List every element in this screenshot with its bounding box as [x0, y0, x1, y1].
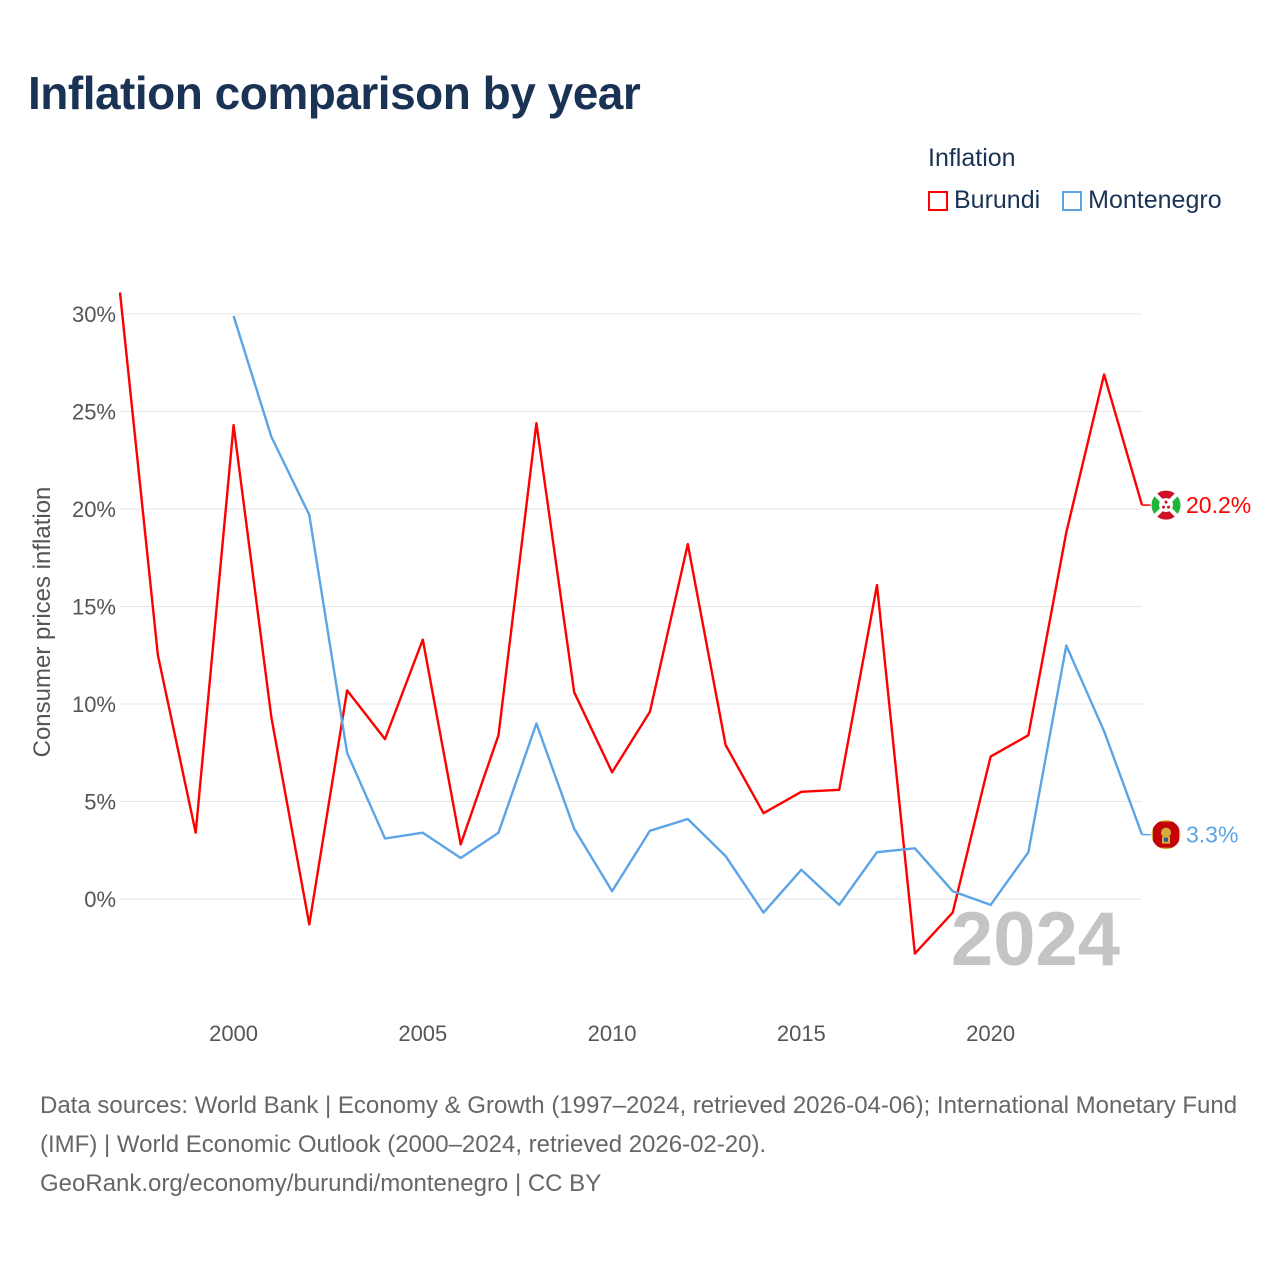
- y-tick-label: 20%: [72, 497, 116, 522]
- series-line-montenegro: [232, 315, 1144, 914]
- legend-item-montenegro[interactable]: Montenegro: [1062, 186, 1222, 215]
- end-value-label-montenegro: 3.3%: [1186, 822, 1238, 848]
- y-tick-label: 5%: [84, 790, 116, 815]
- data-sources-footer: Data sources: World Bank | Economy & Gro…: [40, 1092, 1238, 1197]
- series-line-burundi: [118, 292, 1144, 955]
- flag-burundi-icon: [1150, 489, 1182, 521]
- legend-swatch-montenegro: [1062, 190, 1083, 211]
- y-tick-label: 0%: [84, 887, 116, 912]
- y-tick-label: 25%: [72, 400, 116, 425]
- y-tick-label: 10%: [72, 692, 116, 717]
- end-value-label-burundi: 20.2%: [1186, 492, 1251, 518]
- x-tick-label: 2020: [966, 1021, 1015, 1046]
- legend-label-burundi: Burundi: [954, 186, 1041, 214]
- line-chart: 0% 5% 10% 15% 20% 25% 30% 2000 2005 2010 2015 2020…: [29, 292, 1251, 1046]
- legend-item-burundi[interactable]: Burundi: [928, 186, 1040, 215]
- y-axis-label: Consumer prices inflation: [29, 487, 56, 758]
- x-tick-label: 2000: [209, 1021, 258, 1046]
- x-tick-label: 2005: [398, 1021, 447, 1046]
- legend: Burundi Montenegro: [928, 186, 1222, 215]
- y-tick-label: 30%: [72, 302, 116, 327]
- chart-title: Inflation comparison by year: [28, 67, 641, 119]
- x-tick-label: 2015: [777, 1021, 826, 1046]
- flag-montenegro-icon: [1150, 819, 1182, 851]
- y-tick-label: 15%: [72, 595, 116, 620]
- legend-title: Inflation: [928, 144, 1016, 172]
- x-tick-label: 2010: [588, 1021, 637, 1046]
- legend-swatch-burundi: [928, 190, 948, 211]
- year-watermark: 2024: [951, 897, 1120, 982]
- legend-label-montenegro: Montenegro: [1088, 186, 1222, 214]
